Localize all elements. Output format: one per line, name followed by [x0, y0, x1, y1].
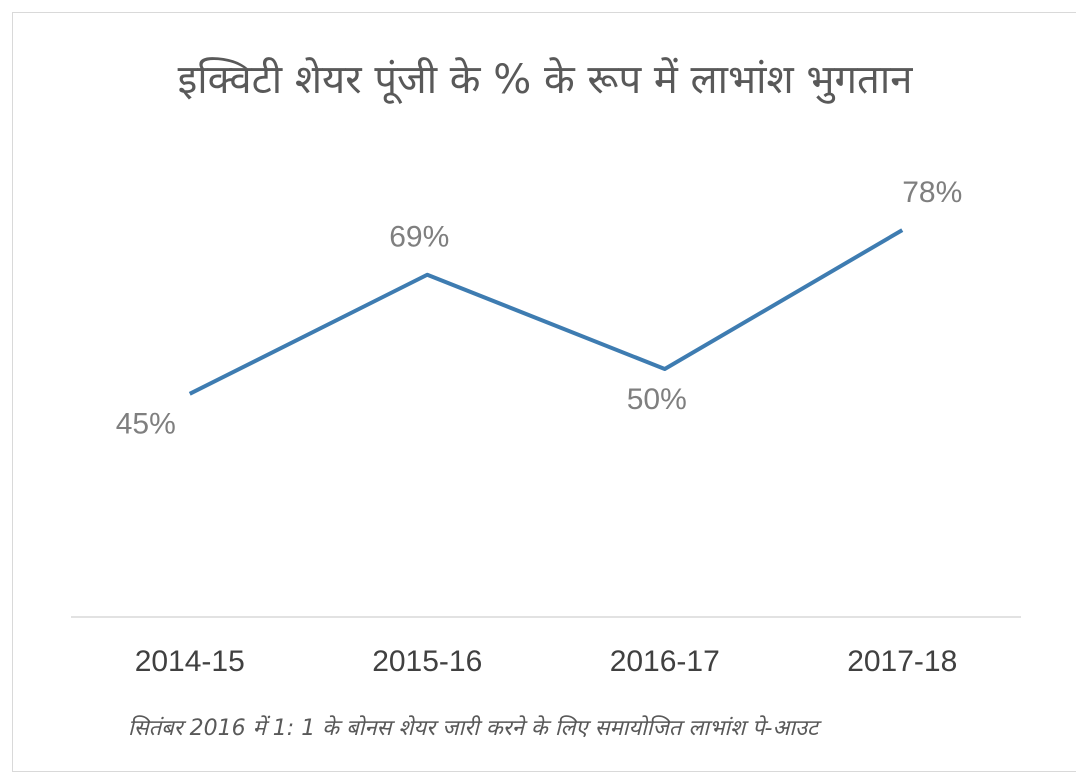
line-series — [188, 228, 904, 396]
chart-title: इक्विटी शेयर पूंजी के % के रूप में लाभां… — [177, 57, 913, 103]
x-tick-label: 2015-16 — [372, 645, 482, 678]
data-label: 45% — [116, 408, 176, 441]
x-tick-label: 2017-18 — [847, 645, 957, 678]
data-label: 69% — [389, 221, 449, 254]
x-tick-label: 2014-15 — [135, 645, 245, 678]
footnote: सितंबर 2016 में 1: 1 के बोनस शेयर जारी क… — [128, 716, 819, 741]
data-label: 50% — [627, 383, 687, 416]
data-label: 78% — [902, 176, 962, 209]
x-tick-label: 2016-17 — [610, 645, 720, 678]
